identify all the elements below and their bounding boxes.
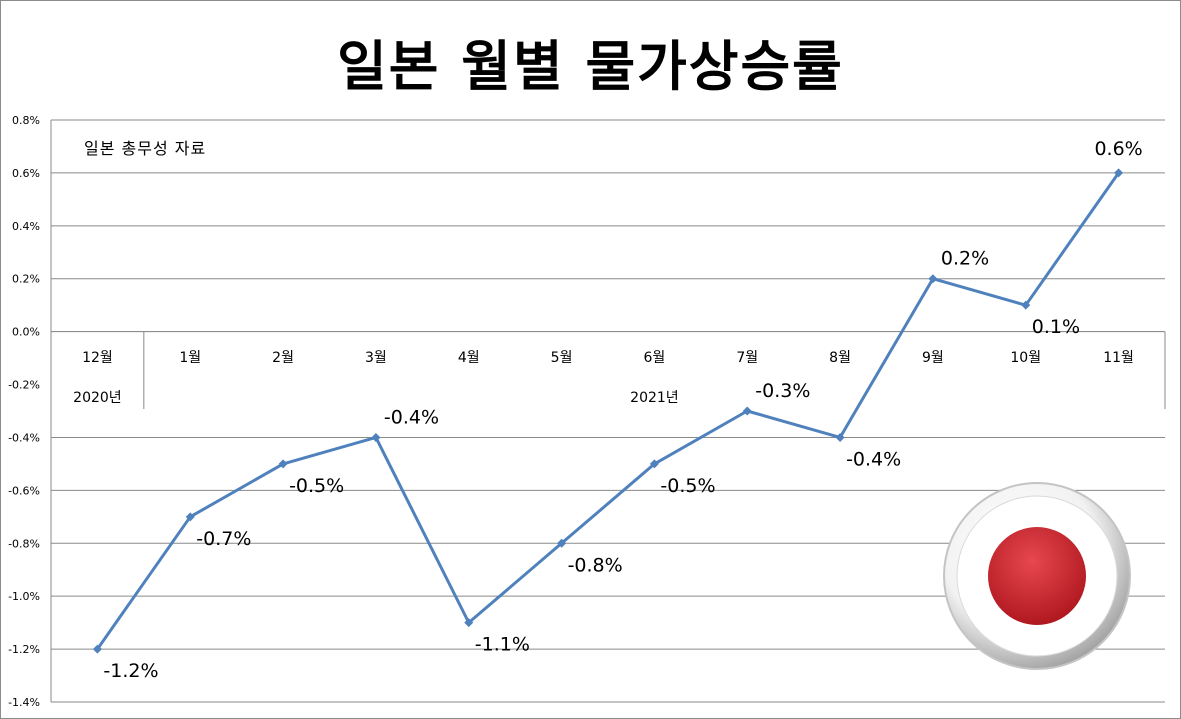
data-label: -0.5% [289, 475, 344, 497]
data-label: -0.5% [660, 475, 715, 497]
x-tick-label: 7월 [736, 350, 758, 366]
x-tick-label: 1월 [179, 350, 201, 366]
y-axis-ticks: 0.8% 0.6% 0.4% 0.2% 0.0% -0.2% -0.4% -0.6% -0.8%… [8, 114, 40, 709]
data-label: 0.2% [941, 248, 989, 270]
data-point [185, 512, 195, 522]
data-point [464, 618, 474, 628]
series-line [96, 172, 1120, 650]
data-point [278, 459, 288, 469]
japan-flag-icon [943, 482, 1131, 670]
x-tick-label: 10월 [1010, 350, 1041, 366]
x-tick-label: 8월 [829, 350, 851, 366]
y-tick-label: -0.2% [8, 379, 40, 392]
y-tick-label: 0.2% [12, 273, 40, 286]
y-tick-label: -1.2% [8, 643, 40, 656]
data-label: 0.6% [1094, 138, 1142, 160]
x-tick-label: 6월 [644, 350, 666, 366]
data-point [835, 432, 845, 442]
x-tick-label: 3월 [365, 350, 387, 366]
series [92, 168, 1124, 654]
data-label: -0.4% [384, 406, 439, 428]
data-point [92, 644, 102, 654]
data-label: -0.7% [196, 528, 251, 550]
group-label: 2021년 [630, 390, 679, 406]
y-tick-label: -0.6% [8, 484, 40, 497]
chart-title: 일본 월별 물가상승률 [337, 35, 844, 98]
data-label: -0.3% [755, 380, 810, 402]
category-axis: 2020년 2021년 12월 1월 2월 3월 4월 5월 6월 7월 8월 9월 10월 11월 [50, 331, 1166, 409]
y-tick-label: 0.4% [12, 220, 40, 233]
data-point [649, 459, 659, 469]
data-point [1021, 300, 1031, 310]
y-tick-label: 0.0% [12, 326, 40, 339]
data-labels: -1.2% -0.7% -0.5% -0.4% -1.1% -0.8% -0.5% -0.3%… [103, 138, 1142, 682]
x-tick-label: 9월 [922, 350, 944, 366]
source-annotation: 일본 총무성 자료 [84, 139, 207, 158]
data-label: -0.4% [846, 448, 901, 470]
group-label: 2020년 [73, 390, 122, 406]
category-axis-band [51, 331, 1165, 409]
y-tick-label: -0.8% [8, 537, 40, 550]
data-point [1114, 168, 1124, 178]
data-point [371, 432, 381, 442]
x-tick-label: 2월 [272, 350, 294, 366]
data-point [742, 406, 752, 416]
x-tick-label: 5월 [551, 350, 573, 366]
data-label: -0.8% [568, 554, 623, 576]
y-tick-label: -1.0% [8, 590, 40, 603]
x-tick-label: 12월 [82, 350, 113, 366]
data-point [928, 274, 938, 284]
data-label: 0.1% [1032, 316, 1080, 338]
x-tick-label: 4월 [458, 350, 480, 366]
data-label: -1.2% [103, 660, 158, 682]
y-tick-label: -0.4% [8, 431, 40, 444]
data-point [557, 538, 567, 548]
x-tick-label: 11월 [1103, 350, 1134, 366]
y-tick-label: 0.6% [12, 167, 40, 180]
y-tick-label: 0.8% [12, 114, 40, 127]
data-label: -1.1% [475, 634, 530, 656]
y-tick-label: -1.4% [8, 696, 40, 709]
